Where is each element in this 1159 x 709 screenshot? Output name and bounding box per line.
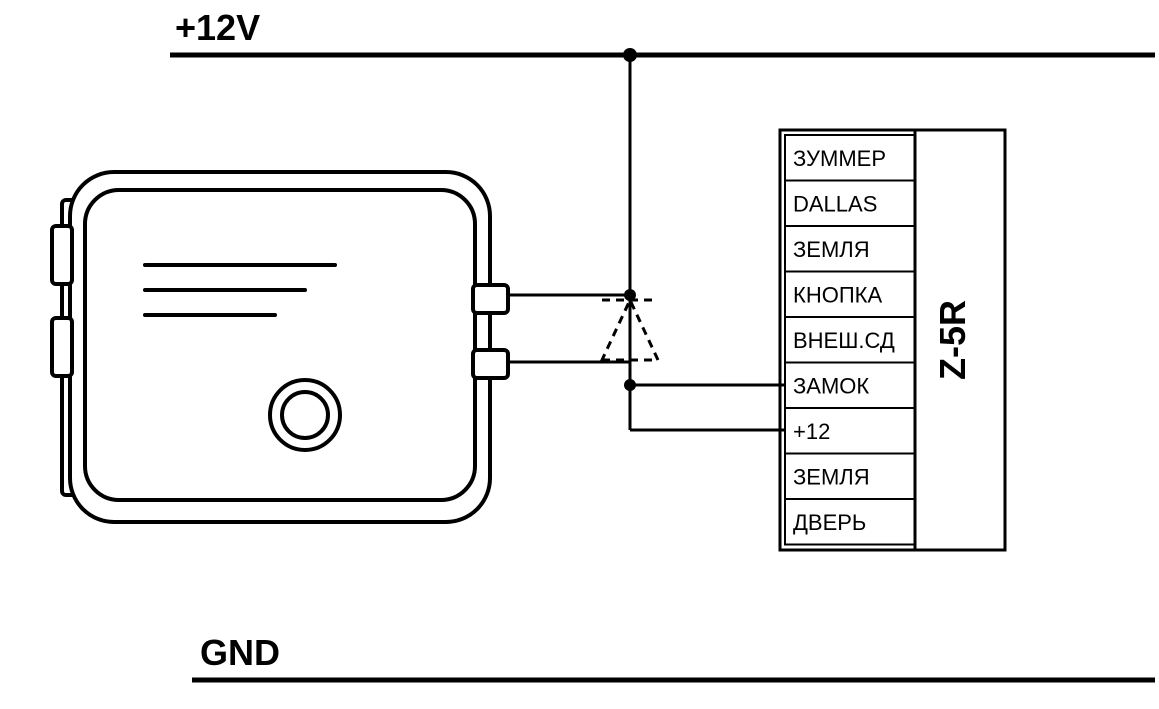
terminal-label-6: +12 [793, 419, 830, 444]
lock-body [85, 190, 475, 500]
wiring [510, 48, 785, 430]
terminal-label-1: DALLAS [793, 191, 877, 216]
wire-node-2 [624, 379, 636, 391]
lock-left-tab-0 [52, 226, 72, 284]
terminal-label-8: ДВЕРЬ [793, 510, 866, 535]
rail-label-top: +12V [175, 7, 260, 48]
wiring-diagram: +12V GND ЗУММЕР DALLAS ЗЕМЛЯ КНОПКА ВНЕШ.СД ЗАМ… [0, 0, 1159, 709]
terminal-label-2: ЗЕМЛЯ [793, 237, 870, 262]
terminal-label-5: ЗАМОК [793, 373, 869, 398]
controller-module: ЗУММЕР DALLAS ЗЕМЛЯ КНОПКА ВНЕШ.СД ЗАМОК +12 ЗЕ… [780, 130, 1005, 550]
terminal-label-0: ЗУММЕР [793, 146, 886, 171]
lock-device [52, 172, 508, 522]
lock-left-tab-1 [52, 318, 72, 376]
lock-outlet-0 [473, 285, 508, 313]
module-label: Z-5R [932, 300, 973, 380]
terminal-label-4: ВНЕШ.СД [793, 328, 895, 353]
lock-outlet-1 [473, 350, 508, 378]
rail-label-bottom: GND [200, 632, 280, 673]
wire-node-0 [623, 48, 637, 62]
terminal-label-3: КНОПКА [793, 282, 882, 307]
terminal-label-7: ЗЕМЛЯ [793, 464, 870, 489]
